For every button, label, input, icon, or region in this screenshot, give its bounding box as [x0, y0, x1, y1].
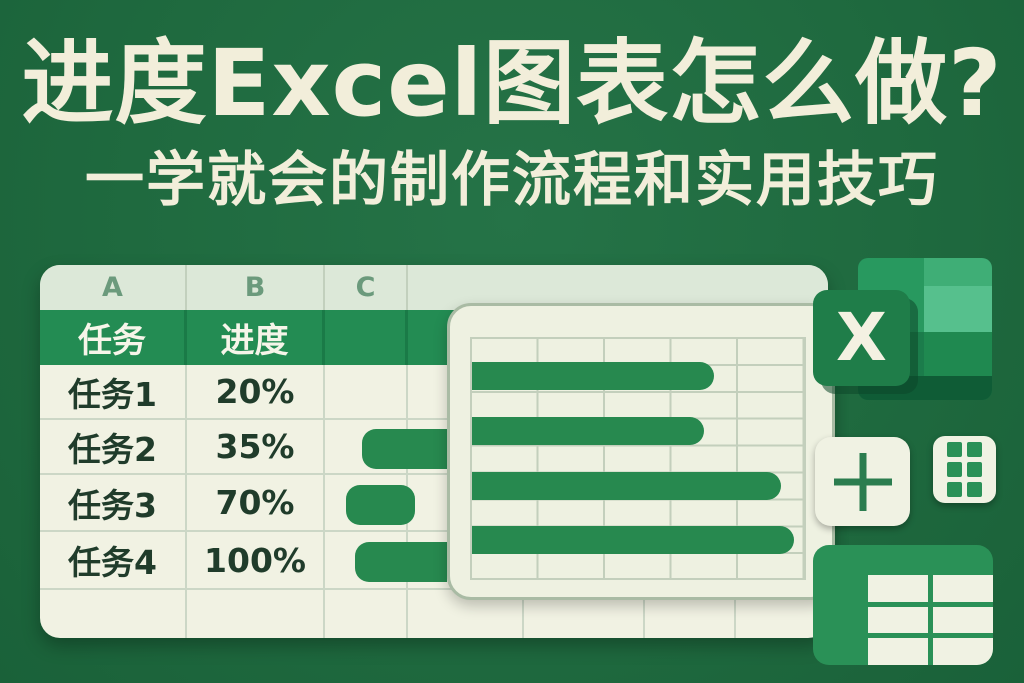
- excel-logo-grid: [858, 258, 992, 400]
- add-button[interactable]: [815, 437, 910, 526]
- column-header-a[interactable]: A: [40, 265, 187, 310]
- incell-progress-bar: [355, 542, 447, 582]
- table-icon-cell: [813, 638, 863, 665]
- incell-progress-bar: [362, 429, 449, 469]
- logo-quadrant: [924, 286, 992, 332]
- apps-grid-button[interactable]: [933, 436, 996, 503]
- grid-dot-icon: [947, 482, 962, 497]
- cell-task-3[interactable]: 任务3: [40, 475, 187, 530]
- cell-task-1[interactable]: 任务1: [40, 365, 187, 418]
- table-icon-cell: [813, 607, 863, 634]
- table-icon-cell: [933, 545, 993, 570]
- chart-panel[interactable]: [447, 303, 835, 600]
- grid-dot-icon: [947, 462, 962, 477]
- incell-progress-bar: [346, 485, 415, 525]
- table-row: 任务4 100%: [40, 532, 828, 590]
- gridline: [734, 590, 736, 638]
- column-header-row: A B C: [40, 265, 828, 310]
- cell-progress-3[interactable]: 70%: [187, 475, 325, 530]
- gridline: [522, 590, 524, 638]
- table-row: 任务2 35%: [40, 420, 828, 475]
- excel-x-letter: X: [836, 299, 887, 376]
- chart-bar-task-4: [472, 526, 795, 554]
- table-icon-cell: [813, 575, 863, 602]
- cell-progress-4[interactable]: 100%: [187, 532, 325, 588]
- grid-dot-icon: [967, 462, 982, 477]
- table-icon[interactable]: [813, 545, 993, 665]
- table-icon-cell: [813, 545, 863, 570]
- cell-progress-2[interactable]: 35%: [187, 420, 325, 473]
- header-cell-progress[interactable]: 进度: [187, 310, 325, 365]
- table-empty-row: [40, 590, 828, 638]
- table-row: 任务1 20%: [40, 365, 828, 420]
- grid-dot-icon: [967, 482, 982, 497]
- grid-dot-icon: [947, 442, 962, 457]
- table-icon-cell: [933, 575, 993, 602]
- cell-progress-1[interactable]: 20%: [187, 365, 325, 418]
- table-icon-cell: [868, 575, 928, 602]
- column-header-b[interactable]: B: [187, 265, 325, 310]
- cell-empty[interactable]: [325, 365, 408, 418]
- gridline: [323, 590, 325, 638]
- table-icon-cell: [868, 545, 928, 570]
- page-title: 进度Excel图表怎么做?: [21, 30, 1003, 137]
- column-header-c[interactable]: C: [325, 265, 408, 310]
- cell-task-4[interactable]: 任务4: [40, 532, 187, 588]
- gridline: [406, 590, 408, 638]
- cell-task-2[interactable]: 任务2: [40, 420, 187, 473]
- gridline: [185, 590, 187, 638]
- chart-bar-task-1: [472, 362, 715, 390]
- excel-x-icon[interactable]: X: [813, 290, 910, 386]
- table-icon-cell: [933, 606, 993, 634]
- header-cell-empty[interactable]: [325, 310, 408, 365]
- table-icon-cell: [933, 638, 993, 665]
- table-row: 任务3 70%: [40, 475, 828, 532]
- table-icon-cell: [868, 606, 928, 634]
- table-icon-cell: [868, 638, 928, 665]
- chart-plot-area: [470, 337, 806, 580]
- chart-bar-task-3: [472, 472, 781, 500]
- gridline: [643, 590, 645, 638]
- header-cell-task[interactable]: 任务: [40, 310, 187, 365]
- chart-bar-task-2: [472, 417, 705, 445]
- grid-dot-icon: [967, 442, 982, 457]
- page-subtitle: 一学就会的制作流程和实用技巧: [84, 145, 939, 214]
